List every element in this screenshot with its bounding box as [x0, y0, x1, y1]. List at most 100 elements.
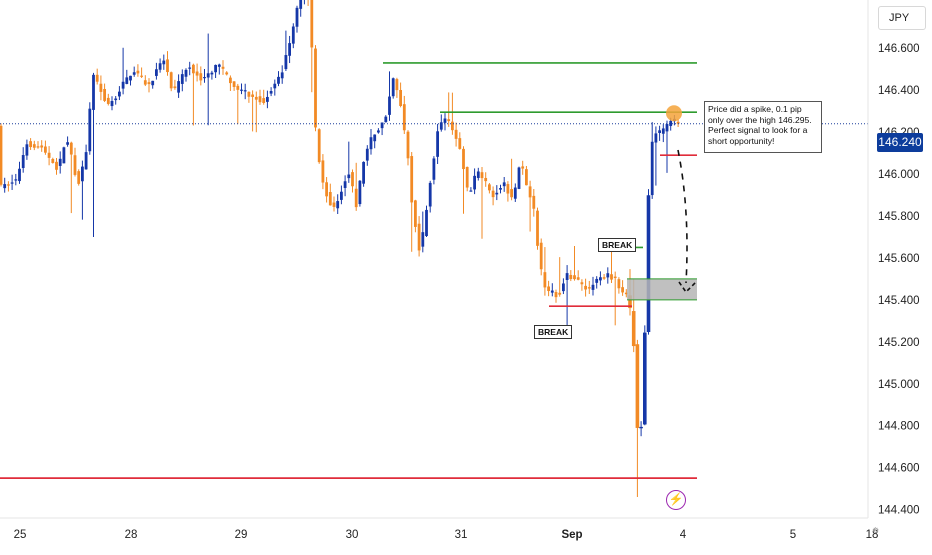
candle-body-up	[162, 60, 166, 65]
candle-body-up	[81, 166, 84, 182]
candle-body-down	[0, 125, 3, 185]
candle-body-up	[280, 72, 284, 79]
x-tick-label: 4	[680, 529, 687, 541]
candle-body-down	[617, 279, 621, 289]
candle-body-down	[169, 72, 173, 89]
candle-body-up	[188, 67, 192, 69]
projection-arrowhead	[678, 280, 698, 294]
candle-body-up	[125, 77, 129, 84]
candle-body-up	[92, 74, 95, 110]
candle-body-down	[317, 129, 321, 163]
candle-body-up	[266, 96, 269, 102]
candle-body-down	[451, 121, 454, 131]
candle-body-down	[55, 161, 58, 170]
candle-body-down	[447, 119, 451, 122]
candle-body-up	[358, 180, 362, 205]
candle-body-down	[69, 142, 73, 155]
x-tick-label: 5	[790, 529, 796, 541]
candle-body-up	[377, 130, 380, 133]
candle-body-down	[521, 166, 525, 169]
candle-body-down	[95, 74, 99, 82]
candle-body-down	[414, 200, 417, 227]
candle-body-down	[44, 146, 47, 153]
axes-group: 146.600146.400146.200146.000145.800145.6…	[0, 0, 920, 541]
y-tick-label: 145.000	[878, 379, 920, 391]
candle-body-down	[258, 96, 262, 103]
candle-body-down	[621, 287, 624, 293]
candle-body-up	[291, 26, 295, 44]
candle-body-up	[513, 187, 517, 199]
candle-body-up	[269, 91, 273, 94]
target-zone[interactable]	[627, 278, 697, 300]
candle-body-down	[624, 292, 628, 295]
candle-body-up	[599, 277, 602, 281]
candle-body-up	[84, 152, 88, 170]
candle-body-down	[77, 171, 81, 184]
candle-body-up	[550, 290, 554, 293]
candle-body-up	[362, 161, 365, 184]
candle-body-down	[262, 98, 266, 103]
candle-body-up	[517, 167, 521, 189]
candle-body-down	[199, 73, 203, 81]
x-tick-label: 29	[235, 529, 248, 541]
x-tick-label: 25	[14, 529, 27, 541]
candle-body-down	[32, 144, 36, 148]
x-tick-label: 31	[455, 529, 468, 541]
spike-marker	[666, 105, 682, 122]
candle-body-up	[177, 81, 180, 93]
candle-body-up	[58, 158, 62, 166]
candle-body-down	[465, 166, 469, 188]
candles-group	[0, 0, 680, 498]
candle-body-up	[206, 73, 210, 78]
candle-body-up	[646, 195, 651, 333]
candle-body-down	[569, 274, 573, 280]
candle-body-down	[584, 285, 587, 290]
candle-body-up	[151, 80, 155, 86]
candle-body-up	[643, 332, 647, 425]
candle-body-down	[143, 80, 147, 85]
candle-body-up	[336, 201, 340, 209]
x-tick-label: 30	[346, 529, 359, 541]
y-tick-label: 144.800	[878, 421, 920, 433]
candle-body-down	[631, 311, 636, 347]
candle-body-down	[410, 156, 414, 203]
lightning-bolt-icon[interactable]: ⚡	[666, 490, 686, 510]
candle-body-up	[114, 98, 118, 101]
gear-icon[interactable]: ⚙	[872, 526, 880, 535]
overlays-group	[0, 62, 868, 480]
candle-body-down	[462, 148, 465, 170]
candle-body-down	[532, 195, 536, 209]
candle-body-up	[243, 90, 247, 92]
candle-body-down	[536, 210, 539, 246]
candle-body-down	[635, 344, 640, 428]
candle-body-down	[310, 0, 314, 48]
candle-body-down	[399, 89, 402, 106]
candle-body-down	[573, 275, 576, 280]
candle-body-down	[147, 82, 151, 85]
candle-body-up	[88, 108, 92, 152]
candle-body-up	[384, 116, 388, 123]
candle-body-down	[40, 145, 44, 148]
candle-body-up	[25, 144, 29, 156]
candle-body-down	[547, 286, 550, 292]
projection-arrow	[677, 149, 688, 284]
candle-body-up	[439, 122, 443, 130]
candle-body-up	[436, 131, 439, 157]
candle-body-down	[602, 277, 606, 279]
candle-body-up	[469, 190, 473, 192]
candle-body-up	[365, 148, 369, 161]
candle-body-up	[428, 182, 432, 207]
y-tick-label: 144.400	[878, 505, 920, 517]
candle-body-down	[166, 59, 169, 73]
candle-body-down	[539, 242, 543, 270]
candle-body-down	[247, 91, 251, 97]
annotation-note: Price did a spike, 0.1 pip only over the…	[704, 101, 822, 153]
candle-body-up	[210, 72, 214, 75]
candle-body-up	[373, 134, 377, 142]
candle-body-up	[158, 63, 162, 70]
currency-label[interactable]: JPY	[878, 6, 926, 30]
candle-body-up	[62, 147, 66, 164]
candle-body-down	[221, 66, 225, 69]
